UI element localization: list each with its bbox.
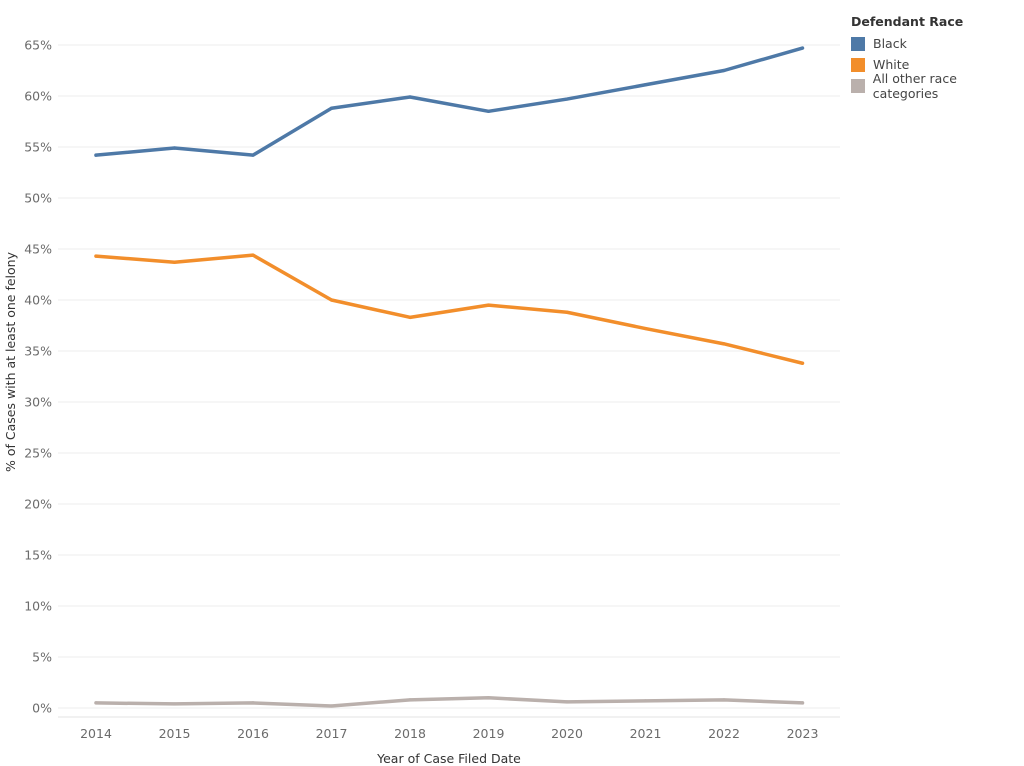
x-tick-label: 2018 bbox=[394, 726, 426, 741]
x-tick-label: 2016 bbox=[237, 726, 269, 741]
y-tick-label: 20% bbox=[24, 497, 52, 512]
data-point[interactable] bbox=[251, 253, 255, 257]
data-point[interactable] bbox=[172, 260, 177, 264]
x-axis-title: Year of Case Filed Date bbox=[376, 751, 521, 766]
x-tick-label: 2023 bbox=[787, 726, 819, 741]
legend-title: Defendant Race bbox=[851, 14, 964, 29]
data-point[interactable] bbox=[486, 109, 491, 113]
data-point[interactable] bbox=[172, 702, 177, 706]
data-point[interactable] bbox=[643, 326, 648, 331]
data-point[interactable] bbox=[722, 698, 726, 702]
data-point[interactable] bbox=[329, 704, 334, 708]
legend-swatch-white bbox=[851, 57, 865, 72]
series-lines bbox=[94, 46, 805, 708]
series-line-black[interactable] bbox=[94, 46, 805, 157]
data-point[interactable] bbox=[251, 701, 255, 705]
series-line-white[interactable] bbox=[94, 253, 805, 365]
data-point[interactable] bbox=[94, 153, 98, 157]
data-point[interactable] bbox=[565, 97, 569, 101]
y-tick-label: 60% bbox=[24, 89, 52, 104]
data-point[interactable] bbox=[408, 698, 412, 702]
x-tick-label: 2017 bbox=[316, 726, 348, 741]
gridlines bbox=[58, 44, 840, 709]
data-point[interactable] bbox=[94, 701, 98, 705]
y-tick-label: 55% bbox=[24, 140, 52, 155]
data-point[interactable] bbox=[800, 361, 805, 365]
data-point[interactable] bbox=[565, 700, 569, 704]
x-tick-label: 2019 bbox=[473, 726, 505, 741]
data-point[interactable] bbox=[643, 83, 648, 87]
data-point[interactable] bbox=[565, 310, 569, 314]
data-point[interactable] bbox=[408, 95, 412, 99]
y-tick-label: 30% bbox=[24, 395, 52, 410]
legend: Defendant Race Black White All other rac… bbox=[851, 14, 1024, 101]
y-tick-label: 0% bbox=[32, 701, 52, 716]
y-tick-label: 10% bbox=[24, 599, 52, 614]
series-line-all-other-race-categories[interactable] bbox=[94, 696, 805, 708]
data-point[interactable] bbox=[329, 106, 334, 110]
legend-item-white[interactable]: White bbox=[851, 54, 1024, 75]
legend-swatch-other bbox=[851, 78, 865, 93]
x-axis-ticks: 2014 2015 2016 2017 2018 2019 2020 2021 2022 2023 bbox=[80, 726, 818, 741]
data-point[interactable] bbox=[329, 298, 334, 302]
legend-label: White bbox=[873, 57, 910, 72]
data-point[interactable] bbox=[486, 303, 491, 307]
y-tick-label: 65% bbox=[24, 38, 52, 53]
data-point[interactable] bbox=[486, 696, 491, 700]
data-point[interactable] bbox=[94, 254, 98, 258]
legend-label: Black bbox=[873, 36, 907, 51]
x-tick-label: 2020 bbox=[551, 726, 583, 741]
x-tick-label: 2021 bbox=[630, 726, 662, 741]
x-tick-label: 2015 bbox=[159, 726, 191, 741]
data-point[interactable] bbox=[800, 701, 805, 705]
legend-item-other[interactable]: All other race categories bbox=[851, 71, 1024, 101]
legend-item-black[interactable]: Black bbox=[851, 33, 1024, 54]
x-tick-label: 2022 bbox=[708, 726, 740, 741]
y-axis-title: % of Cases with at least one felony bbox=[3, 251, 18, 472]
data-point[interactable] bbox=[408, 315, 412, 319]
data-point[interactable] bbox=[643, 699, 648, 703]
data-point[interactable] bbox=[800, 46, 805, 50]
y-tick-label: 45% bbox=[24, 242, 52, 257]
y-tick-label: 15% bbox=[24, 548, 52, 563]
y-tick-label: 50% bbox=[24, 191, 52, 206]
data-point[interactable] bbox=[722, 342, 726, 346]
legend-swatch-black bbox=[851, 36, 865, 51]
data-point[interactable] bbox=[251, 153, 255, 157]
y-tick-label: 40% bbox=[24, 293, 52, 308]
y-axis-ticks: 0% 5% 10% 15% 20% 25% 30% 35% 40% 45% 50% 55% 60% 65% bbox=[24, 38, 52, 716]
data-point[interactable] bbox=[172, 146, 177, 150]
x-tick-label: 2014 bbox=[80, 726, 112, 741]
legend-label: All other race categories bbox=[872, 70, 957, 101]
y-tick-label: 5% bbox=[32, 650, 52, 665]
data-point[interactable] bbox=[722, 68, 726, 73]
y-tick-label: 25% bbox=[24, 446, 52, 461]
y-tick-label: 35% bbox=[24, 344, 52, 359]
